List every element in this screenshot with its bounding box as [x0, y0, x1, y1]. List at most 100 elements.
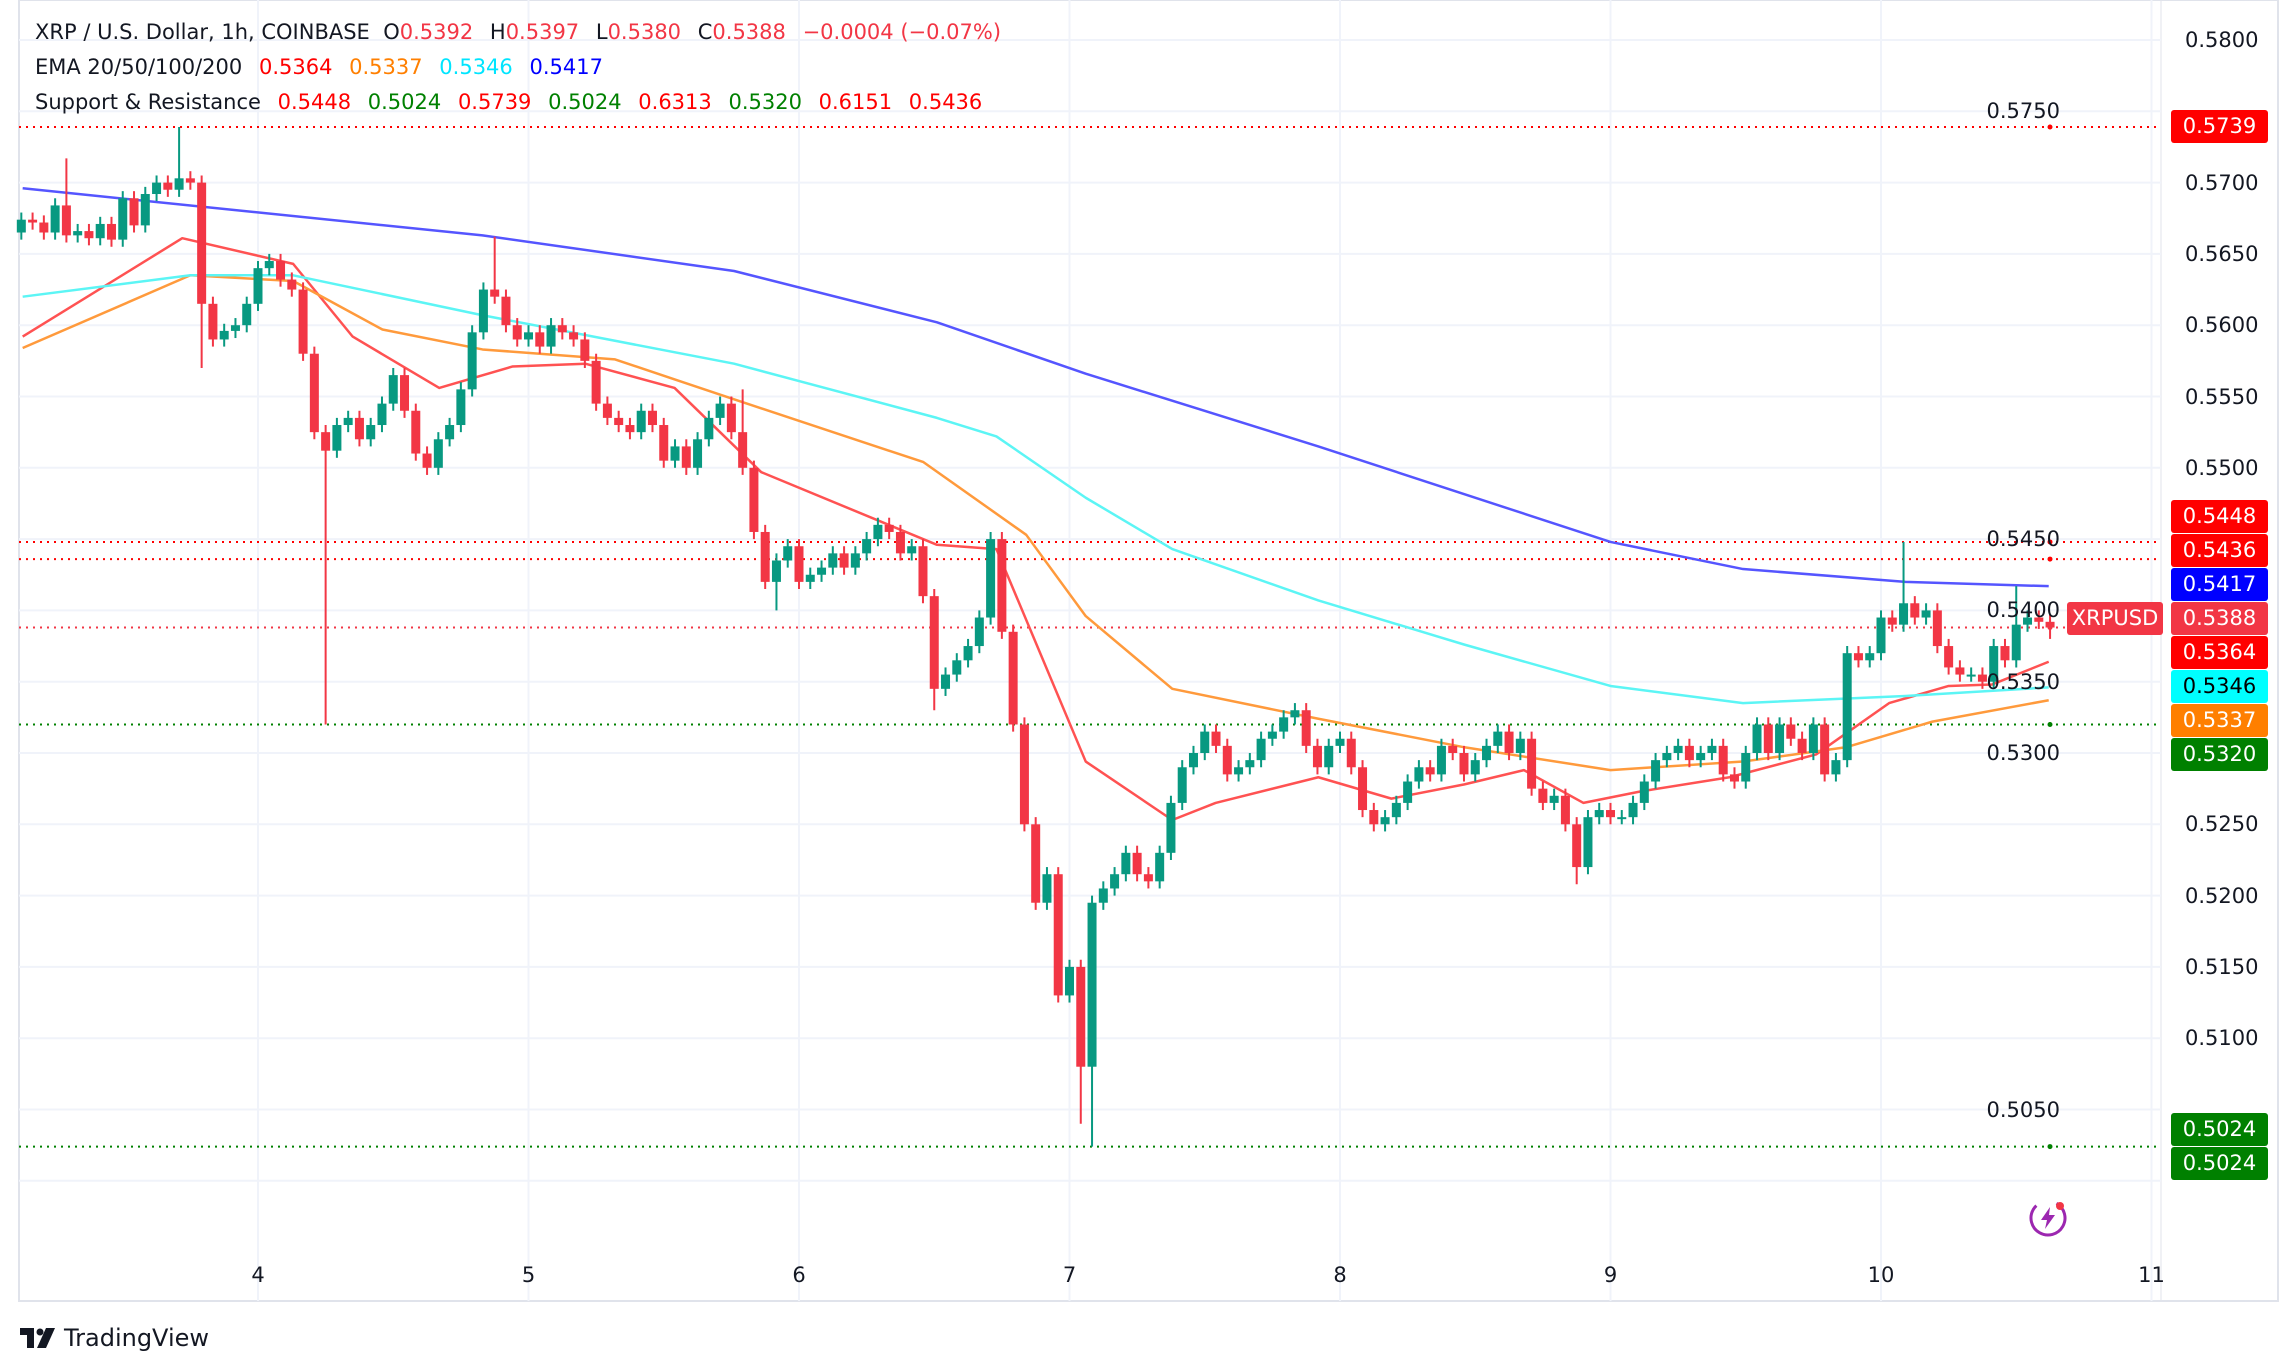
candle-body	[422, 453, 432, 468]
candle-body	[456, 389, 466, 426]
candle	[1876, 610, 1886, 661]
tradingview-logo[interactable]: TradingView	[20, 1324, 209, 1352]
price-label: 0.5448	[2171, 500, 2268, 534]
candle	[974, 610, 984, 654]
candle	[1188, 745, 1198, 775]
candle-body	[1234, 767, 1244, 775]
candle-body	[163, 182, 173, 190]
candle	[1493, 724, 1503, 753]
candle	[411, 403, 421, 461]
candle	[197, 175, 207, 368]
price-tick-label: 0.5050	[1986, 1097, 2060, 1122]
sr-value: 0.5448	[277, 90, 352, 114]
candle-body	[884, 524, 894, 532]
candle-body	[1121, 852, 1131, 875]
legend-ema[interactable]: EMA 20/50/100/200 0.5364 0.5337 0.5346 0…	[35, 54, 613, 80]
candle-body	[118, 198, 128, 240]
candle-body	[309, 353, 319, 433]
candle-body	[817, 567, 827, 575]
support-resistance-lines	[19, 124, 2161, 1150]
candle	[478, 282, 488, 340]
candle-body	[963, 646, 973, 661]
candle	[1606, 802, 1615, 825]
candle	[1977, 667, 1987, 689]
price-tick-label: 0.5100	[2185, 1026, 2259, 1051]
candle-body	[84, 231, 94, 239]
legend-ohlc: XRP / U.S. Dollar, 1h, COINBASE O0.5392 …	[35, 19, 1011, 45]
candle-body	[1324, 745, 1334, 768]
candle-body	[670, 446, 680, 461]
legend-support-resistance[interactable]: Support & Resistance 0.5448 0.5024 0.573…	[35, 89, 992, 115]
lightning-alert-icon[interactable]	[2028, 1198, 2068, 1238]
price-tick-label: 0.5600	[2185, 313, 2259, 338]
candle-body	[332, 425, 342, 451]
time-tick-label: 8	[1333, 1263, 1347, 1287]
candle-body	[1380, 817, 1390, 825]
candle	[467, 325, 477, 397]
candle	[1019, 717, 1029, 832]
candle-body	[1482, 745, 1492, 761]
symbol-title[interactable]: XRP / U.S. Dollar, 1h, COINBASE	[35, 20, 370, 44]
candle-body	[1414, 767, 1424, 782]
candle	[84, 223, 94, 246]
candle-body	[276, 261, 286, 280]
candle-body	[445, 425, 455, 440]
candle	[1515, 731, 1525, 761]
candle-body	[1639, 781, 1649, 803]
candle	[1346, 731, 1356, 775]
candle	[163, 175, 173, 197]
candle-body	[298, 289, 308, 354]
price-label: 0.5739	[2171, 109, 2268, 143]
candle-body	[941, 674, 951, 689]
candle-body	[794, 546, 804, 582]
ema-line-ema100	[22, 274, 2049, 705]
price-label: 0.5320	[2171, 738, 2268, 772]
candle-body	[918, 546, 928, 597]
candle-body	[16, 219, 26, 233]
candle	[28, 212, 38, 230]
candle-body	[1606, 810, 1615, 818]
candle-body	[1098, 888, 1108, 903]
candle	[1234, 760, 1244, 782]
candle	[828, 546, 838, 575]
candle-body	[839, 553, 849, 568]
candle	[1448, 738, 1458, 761]
candle	[1583, 810, 1593, 875]
candle	[1290, 703, 1300, 725]
candle-body	[580, 339, 590, 361]
candle	[1324, 738, 1334, 775]
candle	[1098, 881, 1108, 910]
candle-body	[862, 539, 872, 554]
symbol-tag[interactable]: XRPUSD	[2067, 602, 2163, 636]
candle	[118, 191, 128, 247]
low-value: 0.5380	[607, 20, 682, 44]
candle	[771, 553, 781, 611]
candle	[625, 417, 635, 440]
candle-body	[1312, 745, 1322, 768]
candle	[535, 325, 545, 354]
candle-body	[1245, 760, 1255, 768]
candle-body	[377, 403, 387, 426]
candle	[16, 212, 26, 240]
candle	[1594, 802, 1604, 825]
candle	[760, 524, 770, 590]
candle	[704, 410, 714, 447]
candle	[749, 460, 759, 540]
candle-body	[1899, 603, 1909, 625]
candle	[1110, 867, 1120, 896]
candle	[422, 446, 432, 475]
candle-body	[1155, 852, 1165, 882]
candle-body	[242, 303, 252, 326]
candle-body	[197, 182, 207, 304]
price-tick-label: 0.5550	[2185, 384, 2259, 409]
price-label: 0.5024	[2171, 1146, 2268, 1180]
time-tick-label: 9	[1603, 1263, 1618, 1287]
candle	[1921, 603, 1931, 625]
candle	[941, 667, 951, 696]
price-tick-label: 0.5200	[2185, 883, 2259, 908]
candle	[918, 539, 928, 604]
candle	[1132, 845, 1142, 882]
candle	[1763, 717, 1773, 761]
ema-line-ema50	[22, 274, 2049, 772]
